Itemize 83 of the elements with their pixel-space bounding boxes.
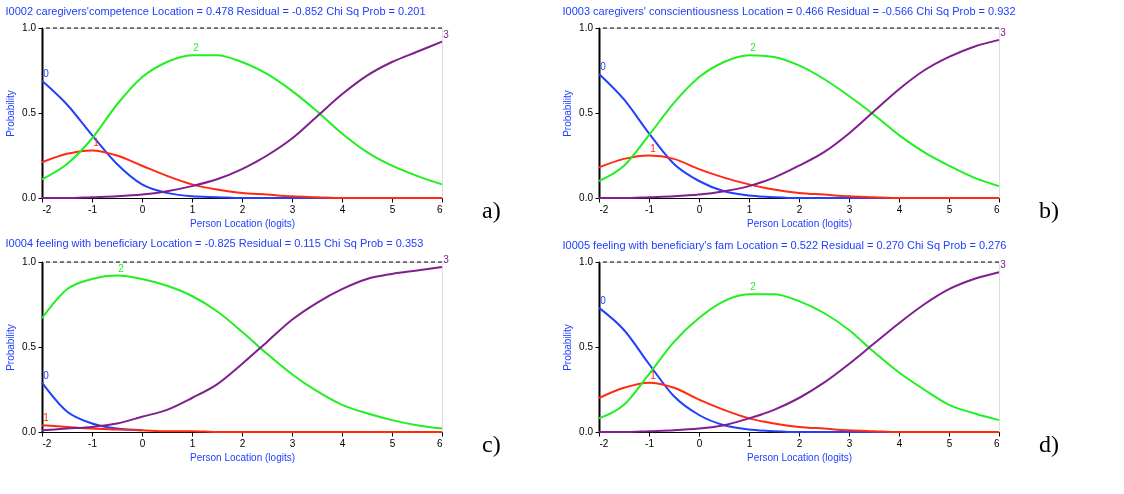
x-tick-label: 0 [139, 437, 146, 449]
text: d) [1039, 431, 1059, 457]
line-series [41, 54, 443, 186]
text: c) [482, 431, 501, 457]
x-tick-label: -2 [599, 203, 609, 215]
x-tick-label: 2 [239, 437, 246, 449]
series-label: 3 [1000, 26, 1007, 38]
x-tick-label: 4 [896, 203, 903, 215]
chart-title: I0004 feeling with beneficiary Location = -0.825 Residual = 0.115 Chi Sq Prob = 0.353 [5, 237, 424, 250]
series-label: 0 [600, 60, 607, 72]
series-label: 1 [43, 412, 50, 424]
x-tick-label: 3 [846, 203, 853, 215]
series-label: 0 [43, 369, 50, 381]
x-tick-label: 6 [993, 437, 1000, 449]
series-label: 0 [600, 294, 607, 306]
x-tick-label: 1 [746, 203, 753, 215]
x-tick-label: 5 [389, 203, 396, 215]
line-series [598, 54, 1000, 188]
y-tick-label: 0.5 [22, 107, 37, 118]
x-tick-label: 4 [339, 203, 346, 215]
text: b) [1039, 197, 1059, 223]
x-tick-label: 5 [946, 437, 953, 449]
x-tick-label: 6 [436, 437, 443, 449]
y-tick-label: 0.0 [579, 192, 594, 203]
series-label: 3 [1000, 259, 1007, 271]
x-tick-label: -1 [645, 437, 655, 449]
x-axis-title: Person Location (logits) [189, 217, 296, 229]
x-tick-label: 5 [389, 437, 396, 449]
x-tick-label: -1 [645, 203, 655, 215]
series-label: 1 [650, 142, 657, 154]
x-tick-label: 4 [339, 437, 346, 449]
x-tick-label: -2 [599, 437, 609, 449]
series-label: 2 [193, 42, 200, 54]
x-axis-title: Person Location (logits) [189, 451, 296, 463]
x-tick-label: 0 [696, 203, 703, 215]
series-label: 1 [93, 137, 100, 149]
x-tick-label: 1 [189, 203, 196, 215]
series-label: 2 [118, 262, 125, 274]
y-tick-label: 0.5 [579, 341, 594, 352]
x-tick-label: -2 [42, 203, 52, 215]
y-axis-title: Probability [562, 90, 573, 137]
series-label: 3 [443, 254, 450, 266]
series-label: 3 [443, 28, 450, 40]
chart-title: I0002 caregivers'competence Location = 0.478 Residual = -0.852 Chi Sq Prob = 0.201 [5, 5, 426, 17]
y-tick-label: 0.0 [22, 192, 37, 203]
x-tick-label: 3 [289, 203, 296, 215]
y-tick-label: 0.5 [579, 107, 594, 118]
series-label: 2 [750, 42, 757, 54]
y-tick-label: 0.5 [22, 341, 37, 352]
x-tick-label: 6 [436, 203, 443, 215]
chart-title: I0003 caregivers' conscientiousness Location = 0.466 Residual = -0.566 Chi Sq Prob = 0.932 [562, 5, 1016, 17]
series-label: 1 [650, 369, 657, 381]
y-tick-label: 0.0 [579, 426, 594, 437]
y-axis-title: Probability [562, 324, 573, 371]
y-axis-title: Probability [5, 324, 16, 371]
x-tick-label: 0 [696, 437, 703, 449]
x-tick-label: 3 [289, 437, 296, 449]
y-tick-label: 1.0 [579, 256, 594, 267]
y-tick-label: 1.0 [22, 22, 37, 33]
x-axis-title: Person Location (logits) [746, 451, 853, 463]
x-tick-label: 3 [846, 437, 853, 449]
line-series [598, 293, 1000, 422]
x-tick-label: 2 [796, 203, 803, 215]
y-tick-label: 1.0 [22, 256, 37, 267]
y-tick-label: 1.0 [579, 22, 594, 33]
x-tick-label: 5 [946, 203, 953, 215]
x-tick-label: 2 [239, 203, 246, 215]
x-axis-title: Person Location (logits) [746, 217, 853, 229]
x-tick-label: 0 [139, 203, 146, 215]
text: a) [482, 197, 501, 223]
x-tick-label: -1 [88, 437, 98, 449]
x-tick-label: 1 [746, 437, 753, 449]
chart-title: I0005 feeling with beneficiary's fam Location = 0.522 Residual = 0.270 Chi Sq Prob = 0.276 [562, 239, 1007, 251]
x-tick-label: 1 [189, 437, 196, 449]
y-axis-title: Probability [5, 90, 16, 137]
x-tick-label: -2 [42, 437, 52, 449]
x-tick-label: -1 [88, 203, 98, 215]
x-tick-label: 2 [796, 437, 803, 449]
series-label: 0 [43, 67, 50, 79]
series-label: 2 [750, 281, 757, 293]
x-tick-label: 4 [896, 437, 903, 449]
x-tick-label: 6 [993, 203, 1000, 215]
y-tick-label: 0.0 [22, 426, 37, 437]
